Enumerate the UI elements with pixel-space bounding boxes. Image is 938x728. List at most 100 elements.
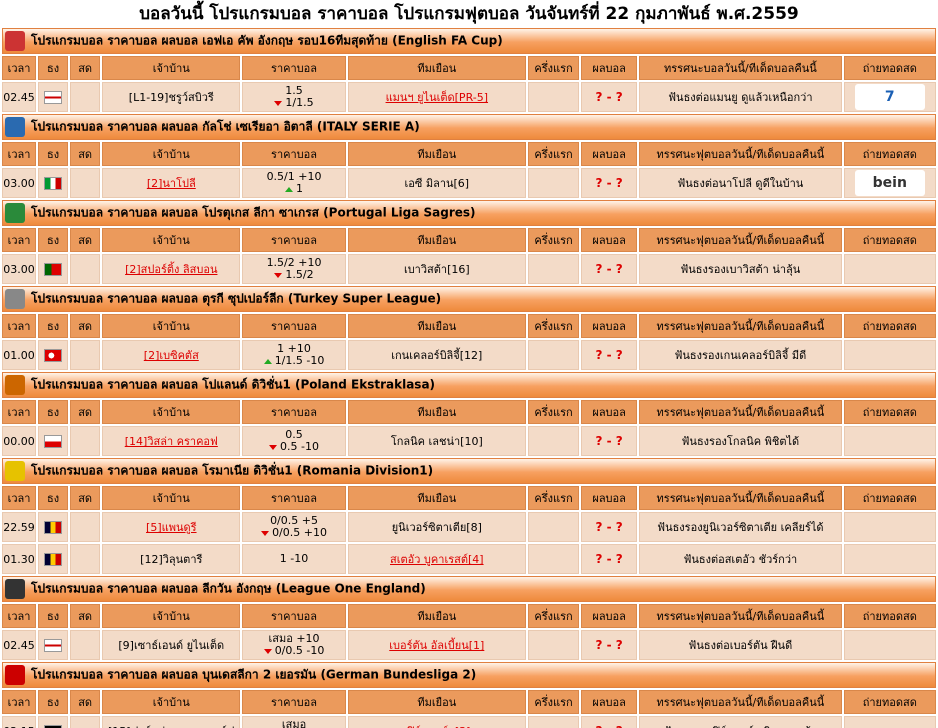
flag	[44, 520, 63, 534]
league-title: โปรแกรมบอล ราคาบอล ผลบอล เอฟเอ คัพ อังกฤ…	[31, 33, 503, 48]
home-team[interactable]: [5]แพนดูรี	[146, 521, 197, 534]
header-row: เวลา ธง สด เจ้าบ้าน ราคาบอล ทีมเยือน ครึ่งแรกผ…	[2, 400, 936, 424]
league-title: โปรแกรมบอล ราคาบอล ผลบอล โรมาเนีย ดิวิชั…	[31, 463, 434, 478]
column-header: ทรรศนะฟุตบอลวันนี้/ทีเด็ดบอลคืนนี้	[639, 142, 842, 166]
league-row: โปรแกรมบอล ราคาบอล ผลบอล ตุรกี ซุปเปอร์ล…	[2, 286, 936, 312]
away-team[interactable]: เกนเคลอร์บิลิจี้[12]	[391, 349, 483, 362]
home-team[interactable]: [2]สปอร์ติ้ง ลิสบอน	[125, 263, 218, 276]
league-row: โปรแกรมบอล ราคาบอล ผลบอล กัลโช่ เซเรียอา…	[2, 114, 936, 140]
column-header: ธง	[38, 228, 69, 252]
league-cell: โปรแกรมบอล ราคาบอล ผลบอล ลีกวัน อังกฤษ (…	[2, 576, 936, 602]
away-team[interactable]: เบาวิสต้า[16]	[403, 263, 470, 276]
odds-cell: 0/0.5 +5 0/0.5 +10	[242, 512, 346, 542]
odds-arrow	[263, 358, 272, 364]
flag-cell	[38, 168, 69, 198]
flag-cell	[38, 82, 69, 112]
result: ? - ?	[581, 716, 638, 728]
match-row: 02.15 [15]ฟอร์ทูน่า ดุสเซลดอร์ฟ เสมอเสมอ +…	[2, 716, 936, 728]
column-header: ทีมเยือน	[347, 604, 526, 628]
column-header: ถ่ายทอดสด	[843, 604, 936, 628]
away-team[interactable]: ยูนิเวอร์ซิตาเตีย[8]	[391, 521, 482, 534]
odds-cell: 1.5 1/1.5	[242, 82, 346, 112]
tv-cell	[843, 544, 936, 574]
away-team[interactable]: เบอร์ตัน อัลเบี้ยน[1]	[389, 639, 485, 652]
tv-cell: 7	[843, 82, 936, 112]
odds-text: 1.5	[285, 84, 303, 97]
flag-cell	[38, 426, 69, 456]
half-time	[527, 340, 580, 370]
home-team[interactable]: [9]เซาธ์เอนด์ ยูไนเต็ด	[118, 639, 225, 652]
league-icon	[5, 375, 25, 395]
tip: ฟันธงรองเกนเคลอร์บิลิจี้ มีดี	[639, 340, 842, 370]
column-header: เวลา	[2, 604, 37, 628]
column-header: เจ้าบ้าน	[102, 690, 241, 714]
tip: ฟันธงต่อสเตอัว ชัวร์กว่า	[639, 544, 842, 574]
column-header: ทรรศนะบอลวันนี้/ทีเด็ดบอลคืนนี้	[639, 56, 842, 80]
odds-cell: 1.5/2 +10 1.5/2	[242, 254, 346, 284]
away-team[interactable]: โกลนิค เลชน่า[10]	[390, 435, 483, 448]
half-time	[527, 168, 580, 198]
column-header: ราคาบอล	[242, 400, 346, 424]
away-team[interactable]: สเตอัว บูคาเรสต์[4]	[390, 553, 484, 566]
home-team[interactable]: [14]วิสล่า คราคอฟ	[124, 435, 218, 448]
home-team[interactable]: [L1-19]ชรูว์สบิวรี	[128, 91, 214, 104]
page-title: บอลวันนี้ โปรแกรมบอล ราคาบอล โปรแกรมฟุตบ…	[139, 4, 799, 24]
odds-arrow	[285, 186, 294, 192]
column-header: สด	[70, 400, 101, 424]
column-header: เจ้าบ้าน	[102, 314, 241, 338]
match-row: 02.45 [9]เซาธ์เอนด์ ยูไนเต็ด เสมอ +10 0/0.5…	[2, 630, 936, 660]
odds-line: 1.5/2 +10	[243, 257, 344, 269]
live-cell	[70, 426, 101, 456]
league-title: โปรแกรมบอล ราคาบอล ผลบอล ลีกวัน อังกฤษ (…	[31, 581, 426, 596]
home-cell: [L1-19]ชรูว์สบิวรี	[102, 82, 241, 112]
league-cell: โปรแกรมบอล ราคาบอล ผลบอล บุนเดสลีกา 2 เย…	[2, 662, 936, 688]
odds-text: 1 -10	[279, 552, 309, 565]
odds-line: 1	[243, 183, 344, 195]
league-icon	[5, 461, 25, 481]
home-team[interactable]: [15]ฟอร์ทูน่า ดุสเซลดอร์ฟ	[108, 725, 235, 728]
column-header: ครึ่งแรก	[527, 314, 580, 338]
column-header: เจ้าบ้าน	[102, 604, 241, 628]
header-row: เวลา ธง สด เจ้าบ้าน ราคาบอล ทีมเยือน ครึ่งแรกผ…	[2, 56, 936, 80]
league-icon	[5, 31, 25, 51]
home-team[interactable]: [2]เบซิคตัส	[143, 349, 199, 362]
odds-text: 0/0.5 +10	[272, 526, 327, 539]
column-header: เวลา	[2, 228, 37, 252]
league-icon	[5, 289, 25, 309]
home-team[interactable]: [12]วิลุนตารี	[140, 553, 203, 566]
result: ? - ?	[581, 512, 638, 542]
result: ? - ?	[581, 168, 638, 198]
odds-cell: 0.5 0.5 -10	[242, 426, 346, 456]
away-team[interactable]: เฟิร์นแบร์ก[3]	[403, 725, 470, 728]
column-header: ธง	[38, 314, 69, 338]
away-team[interactable]: แมนฯ ยูไนเต็ด[PR-5]	[385, 91, 489, 104]
column-header: สด	[70, 604, 101, 628]
odds-arrow	[274, 100, 283, 106]
column-header: เจ้าบ้าน	[102, 56, 241, 80]
tv-logo: bein	[854, 170, 925, 196]
result: ? - ?	[581, 340, 638, 370]
tv-cell: bein	[843, 168, 936, 198]
odds-arrow	[269, 444, 278, 450]
odds-cell: 1 -10	[242, 544, 346, 574]
odds-line: 1/1.5 -10	[243, 355, 344, 367]
league-row: โปรแกรมบอล ราคาบอล ผลบอล เอฟเอ คัพ อังกฤ…	[2, 28, 936, 54]
match-time: 22.59	[2, 512, 37, 542]
match-time: 03.00	[2, 168, 37, 198]
column-header: ครึ่งแรก	[527, 486, 580, 510]
home-team[interactable]: [2]นาโปลี	[146, 177, 196, 190]
league-cell: โปรแกรมบอล ราคาบอล ผลบอล โรมาเนีย ดิวิชั…	[2, 458, 936, 484]
odds-text: เสมอ +10	[268, 632, 320, 645]
column-header: ผลบอล	[581, 142, 638, 166]
odds-arrow	[274, 272, 283, 278]
odds-text: 1	[296, 182, 304, 195]
column-header: เวลา	[2, 142, 37, 166]
away-team[interactable]: เอซี มิลาน[6]	[404, 177, 470, 190]
column-header: ถ่ายทอดสด	[843, 690, 936, 714]
column-header: ครึ่งแรก	[527, 228, 580, 252]
tv-cell	[843, 630, 936, 660]
column-header: เวลา	[2, 314, 37, 338]
match-row: 01.30 [12]วิลุนตารี 1 -10 สเตอัว บูคาเรสต์[…	[2, 544, 936, 574]
tv-logo: 7	[854, 84, 925, 110]
